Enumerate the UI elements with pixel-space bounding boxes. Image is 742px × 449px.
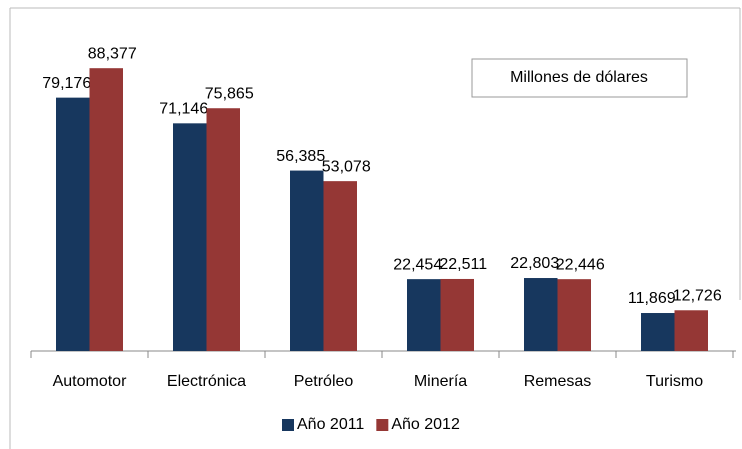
bar — [323, 181, 357, 351]
x-tick-label: Petróleo — [294, 373, 354, 390]
bar — [173, 123, 207, 352]
data-label: 79,176 — [42, 75, 91, 92]
bar — [641, 313, 675, 351]
x-tick-label: Remesas — [524, 373, 592, 390]
data-label: 22,446 — [556, 256, 605, 273]
x-tick-label: Turismo — [646, 373, 703, 390]
bar — [407, 279, 441, 351]
bar — [206, 108, 240, 352]
data-label: 22,454 — [393, 256, 442, 273]
annotation: Millones de dólares — [510, 69, 648, 86]
bar — [56, 97, 90, 351]
data-label: 71,146 — [159, 101, 208, 118]
legend-label: Año 2012 — [391, 416, 460, 433]
data-label: 22,511 — [439, 256, 487, 273]
x-tick-label: Automotor — [53, 373, 127, 390]
bar — [89, 68, 123, 351]
data-label: 56,385 — [276, 148, 325, 165]
data-label: 75,865 — [205, 85, 254, 102]
x-tick-label: Electrónica — [167, 373, 246, 390]
bar — [557, 279, 591, 351]
data-label: 53,078 — [322, 158, 371, 175]
data-label: 22,803 — [510, 255, 559, 272]
bar — [440, 278, 474, 351]
bar — [290, 170, 324, 351]
x-tick-label: Minería — [414, 373, 467, 390]
data-label: 11,869 — [628, 290, 676, 307]
legend-swatch — [376, 419, 389, 431]
bar — [674, 310, 708, 351]
data-label: 12,726 — [673, 287, 722, 304]
legend-label: Año 2011 — [297, 416, 364, 433]
legend-swatch — [282, 419, 294, 431]
annotation-box — [471, 58, 688, 98]
bar — [524, 278, 558, 351]
data-label: 88,377 — [88, 45, 137, 62]
